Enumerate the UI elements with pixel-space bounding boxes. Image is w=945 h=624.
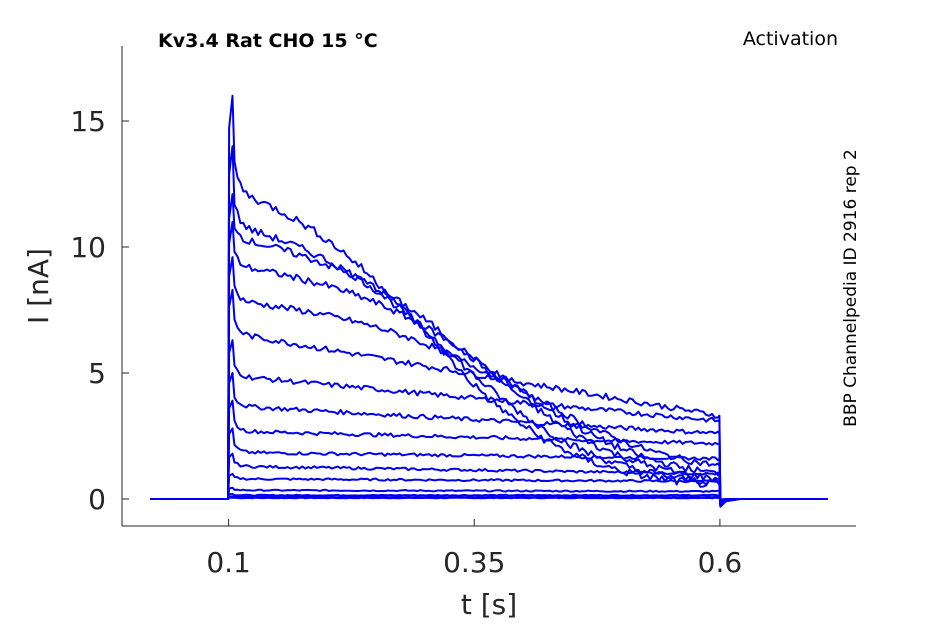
current-trace-3 (150, 493, 828, 501)
y-tick-label: 15 (70, 105, 106, 138)
protocol-label: Activation (743, 28, 838, 50)
y-tick-label: 0 (88, 483, 106, 516)
current-trace-4 (150, 486, 828, 501)
current-trace-12 (150, 256, 828, 507)
x-ticks: 0.1 0.35 0.6 (206, 519, 742, 579)
current-trace-8 (150, 399, 828, 503)
current-trace-2 (150, 495, 828, 501)
y-tick-label: 10 (70, 231, 106, 264)
current-trace-11 (150, 288, 828, 507)
x-tick-label: 0.6 (698, 546, 743, 579)
x-axis-label: t [s] (461, 588, 517, 621)
current-trace-14 (150, 193, 828, 507)
current-trace-13 (150, 220, 828, 507)
current-trace-15 (150, 145, 828, 508)
current-trace-16 (150, 94, 828, 508)
current-trace-5 (150, 472, 828, 502)
traces (150, 94, 828, 508)
x-tick-label: 0.35 (443, 546, 505, 579)
y-axis-label: I [nA] (22, 248, 55, 324)
side-label: BBP Channelpedia ID 2916 rep 2 (841, 149, 861, 427)
x-tick-label: 0.1 (206, 546, 251, 579)
y-tick-label: 5 (88, 357, 106, 390)
current-trace-9 (150, 372, 828, 504)
current-trace-10 (150, 339, 828, 505)
chart-title: Kv3.4 Rat CHO 15 °C (158, 30, 378, 52)
y-ticks: 0 5 10 15 (70, 105, 129, 516)
current-trace-6 (150, 452, 828, 502)
